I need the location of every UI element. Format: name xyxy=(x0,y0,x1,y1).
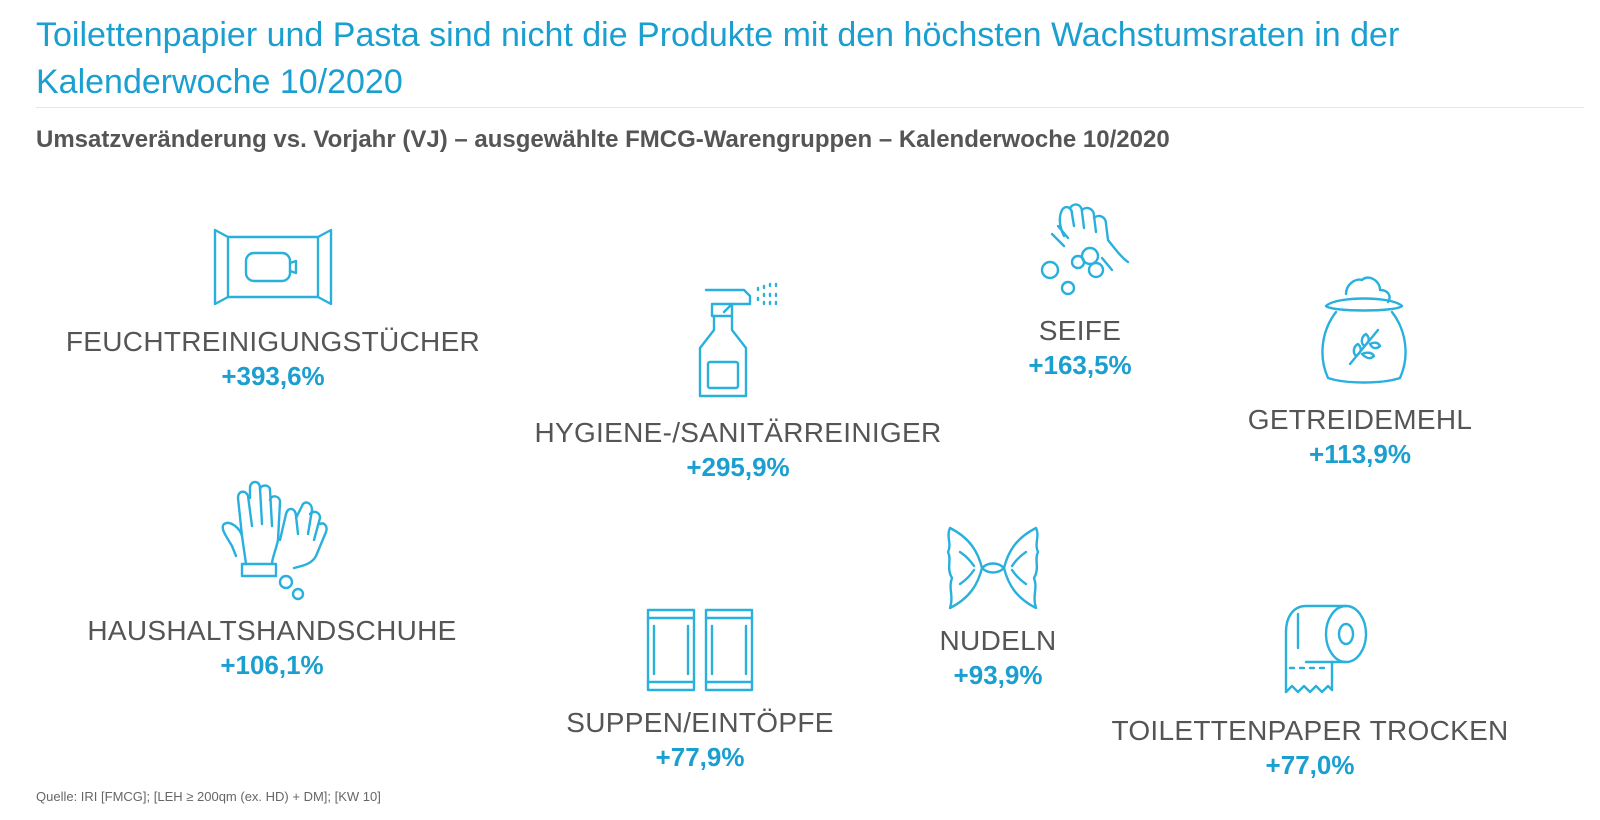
source-note: Quelle: IRI [FMCG]; [LEH ≥ 200qm (ex. HD… xyxy=(36,789,381,804)
category-label: HYGIENE-/SANITÄRREINIGER xyxy=(534,417,942,448)
page-title: Toilettenpapier und Pasta sind nicht die… xyxy=(36,16,1400,101)
category-value: +77,0% xyxy=(1265,750,1355,780)
title-divider xyxy=(36,107,1584,108)
category-item: SUPPEN/EINTÖPFE +77,9% xyxy=(520,706,880,774)
category-item: SEIFE +163,5% xyxy=(980,314,1180,382)
category-label: TOILETTENPAPER TROCKEN xyxy=(1111,715,1509,746)
category-value: +93,9% xyxy=(953,660,1043,690)
chart-subtitle: Umsatzveränderung vs. Vorjahr (VJ) – aus… xyxy=(36,126,1170,153)
category-label: NUDELN xyxy=(939,625,1057,656)
cans-icon xyxy=(646,608,754,692)
category-item: FEUCHTREINIGUNGSTÜCHER +393,6% xyxy=(40,325,506,393)
category-label: SUPPEN/EINTÖPFE xyxy=(566,707,834,738)
soap-hands-icon xyxy=(1040,203,1130,296)
category-value: +77,9% xyxy=(655,742,745,772)
spray-bottle-icon xyxy=(698,282,778,398)
category-value: +393,6% xyxy=(221,361,325,391)
category-value: +106,1% xyxy=(220,650,324,680)
gloves-icon xyxy=(221,480,328,601)
category-label: SEIFE xyxy=(1038,315,1122,346)
category-label: FEUCHTREINIGUNGSTÜCHER xyxy=(65,326,481,357)
category-value: +295,9% xyxy=(686,452,790,482)
category-item: TOILETTENPAPER TROCKEN +77,0% xyxy=(1080,714,1540,782)
toilet-paper-icon xyxy=(1284,604,1368,694)
category-item: HYGIENE-/SANITÄRREINIGER +295,9% xyxy=(488,416,988,484)
category-value: +163,5% xyxy=(1028,350,1132,380)
pasta-icon xyxy=(946,526,1040,610)
flour-sack-icon xyxy=(1321,276,1407,384)
category-item: NUDELN +93,9% xyxy=(888,624,1108,692)
category-label: GETREIDEMEHL xyxy=(1247,404,1473,435)
category-item: GETREIDEMEHL +113,9% xyxy=(1210,403,1510,471)
wet-wipes-icon xyxy=(213,228,333,306)
category-value: +113,9% xyxy=(1309,439,1411,469)
category-item: HAUSHALTSHANDSCHUHE +106,1% xyxy=(40,614,504,682)
category-label: HAUSHALTSHANDSCHUHE xyxy=(87,615,457,646)
